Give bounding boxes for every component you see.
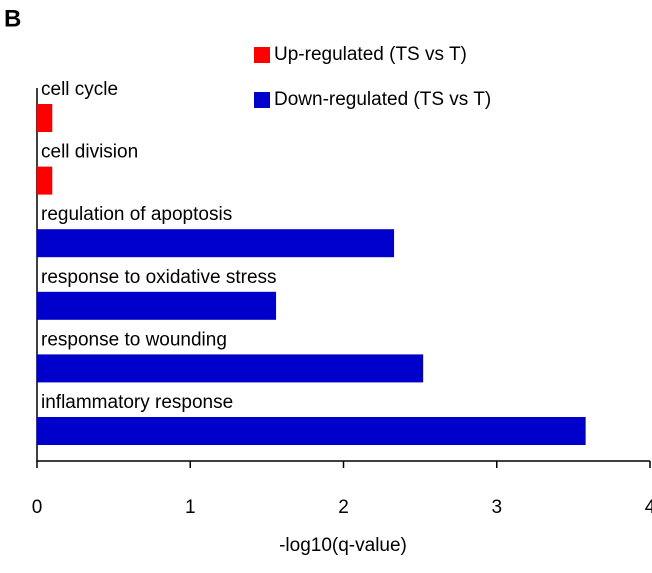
bar xyxy=(37,166,53,195)
category-label: response to wounding xyxy=(41,329,227,350)
bar xyxy=(37,104,53,132)
bar xyxy=(37,417,586,445)
bar xyxy=(37,229,395,258)
category-label: inflammatory response xyxy=(41,392,233,413)
bar xyxy=(37,354,424,383)
category-label: response to oxidative stress xyxy=(41,267,277,288)
legend-label: Up-regulated (TS vs T) xyxy=(274,44,467,65)
x-axis-title: -log10(q-value) xyxy=(279,535,407,556)
legend-swatch xyxy=(254,47,270,63)
legend-swatch xyxy=(254,92,270,108)
legend-label: Down-regulated (TS vs T) xyxy=(274,89,491,110)
x-tick-label: 3 xyxy=(491,497,502,518)
category-label: regulation of apoptosis xyxy=(41,204,232,225)
panel-label: B xyxy=(4,5,21,32)
category-label: cell cycle xyxy=(41,79,118,100)
bar xyxy=(37,291,277,320)
x-tick-label: 2 xyxy=(338,497,349,518)
x-tick-label: 1 xyxy=(185,497,196,518)
x-tick-label: 4 xyxy=(645,497,652,518)
x-tick-label: 0 xyxy=(32,497,43,518)
category-label: cell division xyxy=(41,142,138,163)
